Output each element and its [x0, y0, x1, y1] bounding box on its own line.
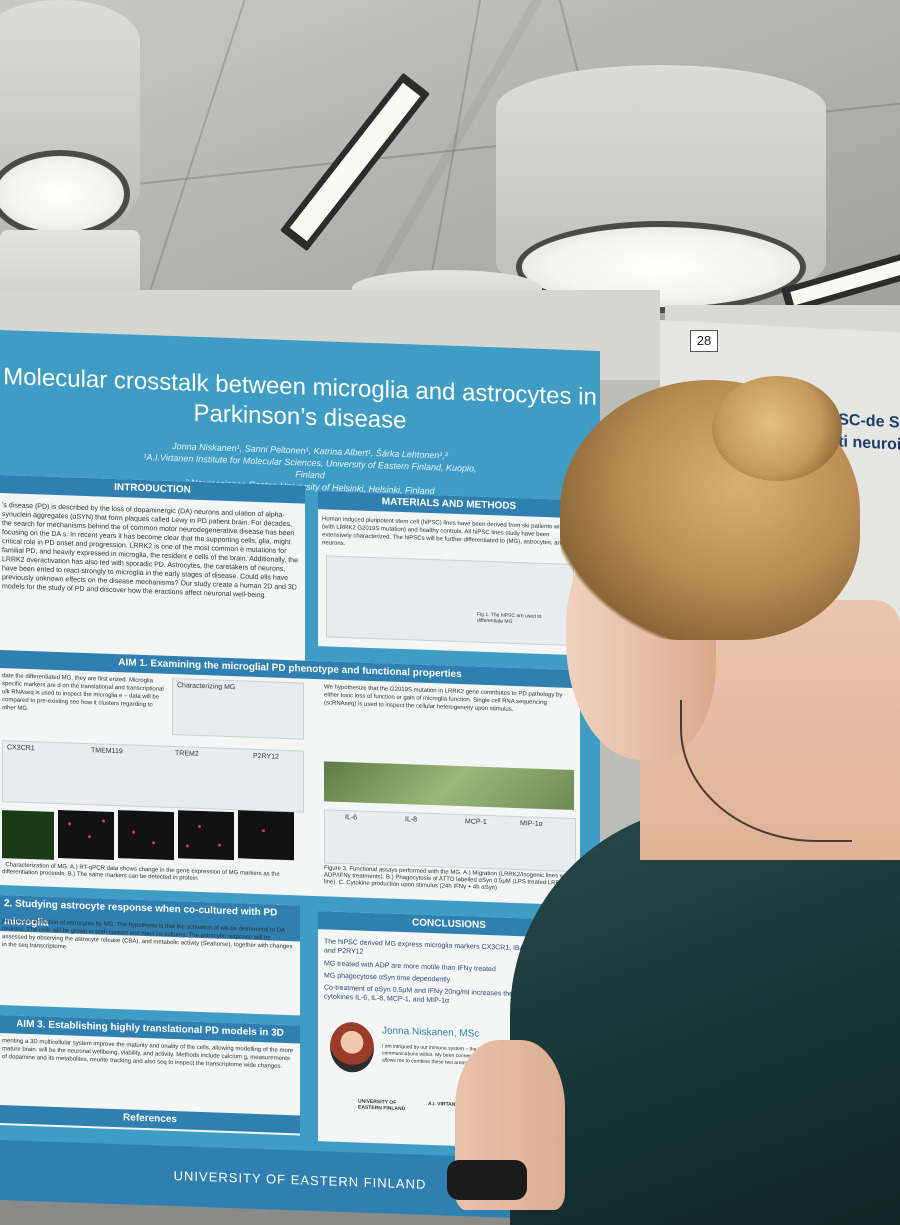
- cytokine-charts: IL-6 IL-8 MCP-1 MIP-1α: [324, 809, 576, 873]
- introduction-panel: INTRODUCTION ’s disease (PD) is describe…: [0, 475, 305, 671]
- materials-panel: MATERIALS AND METHODS Human induced plur…: [318, 491, 580, 656]
- cytokine-label: MCP-1: [465, 818, 487, 826]
- references-heading: References: [0, 1105, 300, 1134]
- aim2-panel: 2. Studying astrocyte response when co-c…: [0, 895, 300, 1016]
- marker-label: TREM2: [175, 750, 199, 758]
- micrograph: [118, 810, 174, 861]
- figure-1-caption: Fig 1. The hiPSC are used to differentia…: [477, 611, 542, 625]
- person-shirt: [510, 805, 900, 1225]
- person-hair-bun: [712, 376, 842, 481]
- marker-label: TMEM119: [91, 747, 123, 756]
- cytokine-label: IL-6: [345, 814, 358, 822]
- aim3-text: menting a 3D multicellular system improv…: [2, 1038, 294, 1070]
- uef-logo: UNIVERSITY OF EASTERN FINLAND: [358, 1098, 406, 1113]
- ceiling-seam: [136, 0, 246, 330]
- figure-1: Fig 1. The hiPSC are used to differentia…: [326, 555, 574, 647]
- micrograph: [2, 810, 54, 860]
- marker-bar-charts: CX3CR1 TMEM119 TREM2 P2RY12: [2, 740, 304, 813]
- characterizing-label: Characterizing MG: [177, 682, 236, 692]
- migration-images: [324, 761, 574, 811]
- micrograph: [58, 810, 114, 860]
- presenter-photo: [330, 1021, 374, 1074]
- aim1-right-text: We hypothesize that the G2019S mutation …: [324, 684, 563, 713]
- aim1-panel: AIM 1. Examining the microglial PD pheno…: [0, 650, 580, 906]
- cytokine-label: MIP-1α: [520, 820, 543, 828]
- micrograph: [178, 810, 234, 861]
- poster-number: 28: [690, 330, 718, 352]
- figure-2-caption: . Characterization of MG. A.) RT-qPCR da…: [2, 862, 280, 882]
- pendant-light: [496, 65, 826, 313]
- pendant-light: [0, 0, 140, 238]
- poster-title: Molecular crosstalk between microglia an…: [3, 363, 597, 435]
- materials-heading: MATERIALS AND METHODS: [318, 491, 580, 519]
- cytokine-label: IL-8: [405, 816, 418, 824]
- marker-label: CX3CR1: [7, 744, 35, 753]
- introduction-text: ’s disease (PD) is described by the loss…: [2, 502, 298, 600]
- micrograph: [238, 810, 294, 861]
- aim1-left-text: date the differentiated MG, they are fir…: [2, 673, 164, 713]
- characterizing-figure: Characterizing MG: [172, 678, 304, 740]
- wristwatch: [447, 1160, 527, 1200]
- materials-text: Human induced pluripotent stem cell (hiP…: [322, 516, 575, 548]
- marker-label: P2RY12: [253, 752, 279, 761]
- aim3-panel: AIM 3. Establishing highly translational…: [0, 1015, 300, 1136]
